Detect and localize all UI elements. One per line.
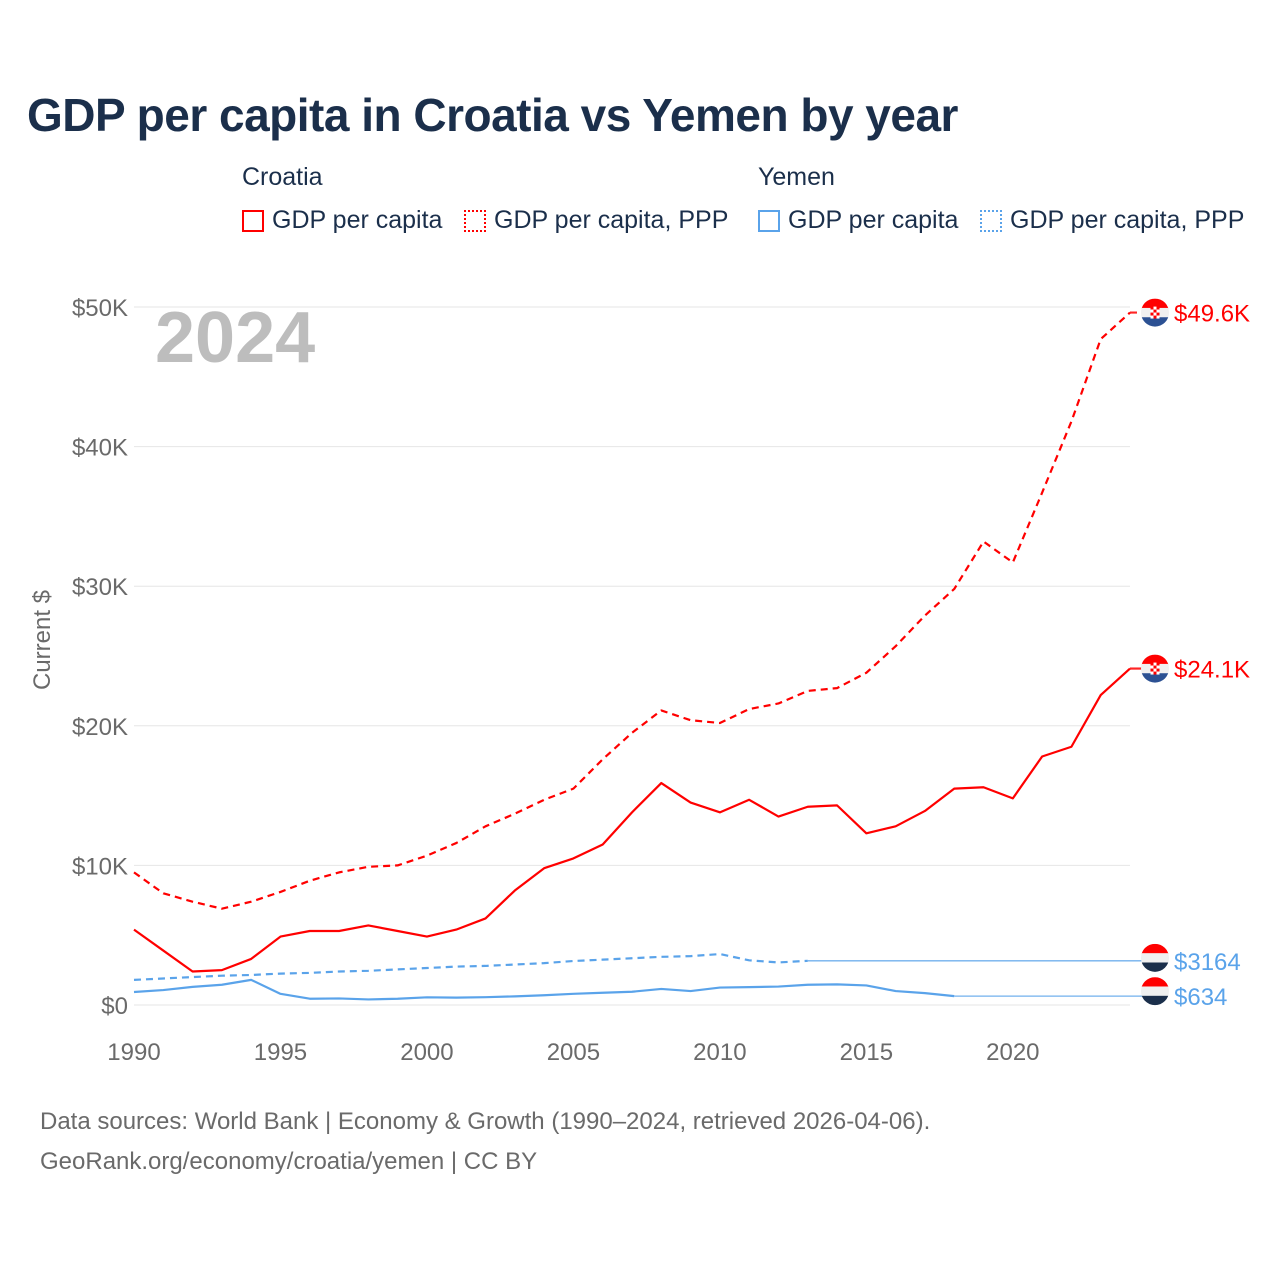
flag-checker [1150,668,1154,672]
end-value-label: $3164 [1174,949,1241,976]
chart-title: GDP per capita in Croatia vs Yemen by ye… [27,89,958,141]
y-tick-label: $10K [72,853,128,880]
flag-stripe [1141,986,1169,997]
series-line [133,667,1131,973]
legend-swatch [980,209,1002,232]
flag-checker [1150,662,1154,666]
legend-swatch [758,209,780,232]
x-tick-label: 2010 [693,1039,746,1066]
flag-checker [1156,309,1160,313]
y-axis-label: Current $ [29,590,56,690]
series-line [133,978,955,1001]
year-watermark: 2024 [155,298,315,378]
legend-label: GDP per capita, PPP [1010,206,1245,234]
y-tick-label: $40K [72,435,128,462]
flag-checker [1156,315,1160,319]
flag-checker [1150,671,1154,675]
legend-swatch [464,209,486,232]
end-value-label: $49.6K [1174,301,1250,328]
flag-checker [1153,312,1157,316]
flag-checker [1156,665,1160,669]
x-tick-label: 2005 [547,1039,600,1066]
flag-checker [1156,668,1160,672]
legend-group-yemen: Yemen [758,163,835,191]
y-tick-label: $50K [72,295,128,322]
flag-checker [1153,671,1157,675]
flag-stripe [1141,654,1169,665]
legend-yemen-ppp[interactable]: GDP per capita, PPP [980,206,1244,235]
legend-croatia-ppp[interactable]: GDP per capita, PPP [464,206,728,235]
x-tick-label: 1990 [107,1039,160,1066]
x-tick-label: 2015 [840,1039,893,1066]
flag-stripe [1141,673,1169,683]
legend-label: GDP per capita, PPP [494,206,729,234]
flag-stripe [1141,962,1169,972]
flag-checker [1150,315,1154,319]
footer-link[interactable]: GeoRank.org/economy/croatia/yemen | CC B… [40,1148,538,1175]
yemen-flag-icon [1141,943,1169,972]
end-value-label: $634 [1174,984,1227,1011]
x-tick-label: 2000 [400,1039,453,1066]
croatia-flag-icon [1141,298,1169,327]
series-line [133,311,1131,910]
legend-label: GDP per capita [272,206,443,234]
croatia-flag-icon [1141,654,1169,683]
flag-checker [1153,665,1157,669]
x-tick-label: 2020 [986,1039,1039,1066]
flag-checker [1153,668,1157,672]
flag-checker [1153,306,1157,310]
flag-checker [1153,315,1157,319]
flag-checker [1156,306,1160,310]
x-tick-label: 1995 [254,1039,307,1066]
y-tick-label: $20K [72,714,128,741]
y-tick-label: $0 [101,993,128,1020]
flag-checker [1156,671,1160,675]
flag-checker [1150,312,1154,316]
flag-stripe [1141,943,1169,954]
flag-stripe [1141,317,1169,327]
legend-yemen-gdp[interactable]: GDP per capita [758,206,958,235]
legend-croatia-gdp[interactable]: GDP per capita [242,206,442,235]
legend-group-croatia: Croatia [242,163,323,191]
flag-checker [1150,309,1154,313]
yemen-flag-icon [1141,977,1169,1006]
flag-checker [1150,306,1154,310]
flag-stripe [1141,995,1169,1006]
flag-stripe [1141,298,1169,309]
flag-checker [1156,312,1160,316]
flag-stripe [1141,953,1169,963]
series-line [133,952,808,981]
flag-checker [1156,662,1160,666]
legend-label: GDP per capita [788,206,959,234]
flag-stripe [1141,977,1169,987]
end-value-label: $24.1K [1174,657,1250,684]
flag-checker [1153,309,1157,313]
footer-sources: Data sources: World Bank | Economy & Gro… [40,1108,931,1135]
flag-checker [1150,665,1154,669]
y-tick-label: $30K [72,574,128,601]
legend-swatch [242,209,264,232]
flag-checker [1153,662,1157,666]
